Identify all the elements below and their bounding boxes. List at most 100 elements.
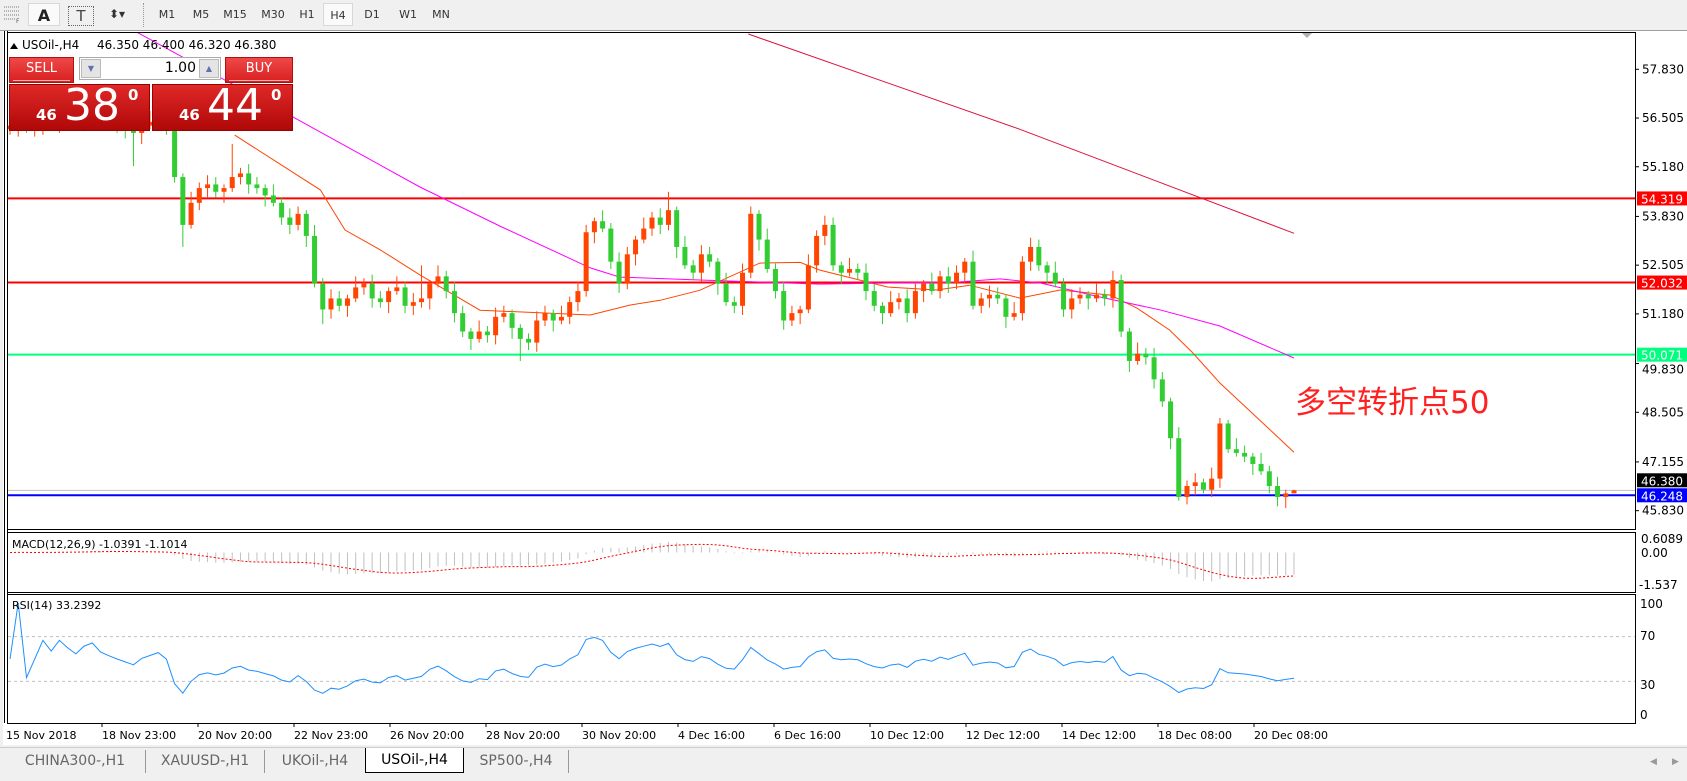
bid-price-tag	[1637, 473, 1687, 488]
candle-body	[270, 195, 276, 203]
candle-body	[1184, 486, 1190, 498]
time-axis-label: 30 Nov 20:00	[582, 729, 656, 742]
candle-body	[1011, 313, 1017, 317]
candle-body	[1019, 261, 1025, 314]
candle-body	[1200, 482, 1206, 490]
candle-body	[1266, 471, 1272, 487]
rsi-axis-70: 70	[1640, 629, 1655, 643]
candle-body	[805, 265, 811, 310]
candle-body	[731, 302, 737, 306]
buy-button[interactable]: BUY	[225, 57, 293, 83]
tab-ukoil[interactable]: UKOil-,H4	[265, 750, 366, 773]
hline-price-tag	[1637, 488, 1687, 503]
candle-body	[879, 305, 885, 314]
candle-body	[624, 254, 630, 284]
buy-price[interactable]: 46 44 0	[152, 84, 293, 131]
timeframe-mn[interactable]: MN	[432, 8, 450, 21]
candle-body	[1093, 294, 1099, 299]
grid-icon[interactable]: F	[2, 3, 22, 26]
candle-body	[353, 287, 359, 299]
macd-signal-line	[9, 543, 1295, 579]
candle-body	[649, 217, 655, 229]
candle-body	[229, 177, 235, 189]
candle-body	[484, 331, 490, 336]
sell-price[interactable]: 46 38 0	[9, 84, 150, 131]
candle-body	[130, 129, 136, 133]
timeframe-m5[interactable]: M5	[192, 8, 210, 21]
arrows-icon[interactable]: ⬍▾	[108, 7, 126, 21]
candle-body	[509, 313, 515, 328]
axes: 57.830 56.505 55.180 53.830 52.505 51.180 49.8…	[6, 62, 1687, 742]
tab-china300[interactable]: CHINA300-,H1	[5, 750, 146, 773]
sell-button[interactable]: SELL	[9, 57, 74, 83]
candle-body	[740, 272, 746, 306]
candle-body	[1036, 246, 1042, 266]
buy-price-main: 44	[207, 84, 263, 131]
candle-body	[921, 283, 927, 292]
candle-body	[954, 272, 960, 284]
one-click-trading-panel: SELL ▼ 1.00 ▲ BUY 46 38 0 46 44 0	[9, 57, 293, 131]
time-axis-label: 15 Nov 2018	[6, 729, 76, 742]
candle-body	[888, 302, 894, 314]
toolbar-separator	[143, 3, 146, 27]
candle-body	[1102, 294, 1108, 299]
candle-body	[526, 338, 532, 343]
candle-body	[1275, 486, 1281, 498]
chart-shift-marker-icon[interactable]	[1302, 33, 1312, 38]
price-axis-label: 57.830	[1642, 62, 1684, 76]
timeframe-m30[interactable]: M30	[261, 8, 285, 21]
tabs-scroll-right-icon[interactable]: ▶	[1672, 757, 1679, 767]
price-axis-label: 55.180	[1642, 160, 1684, 174]
candle-body	[748, 213, 754, 273]
candle-body	[295, 213, 301, 225]
timeframe-h4[interactable]: H4	[323, 3, 353, 26]
candle-body	[1135, 353, 1141, 361]
text-label-icon[interactable]: T	[68, 6, 94, 26]
candle-body	[1225, 423, 1231, 450]
candle-body	[369, 283, 375, 299]
time-axis-label: 20 Nov 20:00	[198, 729, 272, 742]
tabs-scroll-left-icon[interactable]: ◀	[1650, 757, 1657, 767]
candle-body	[451, 291, 457, 314]
tab-sp500[interactable]: SP500-,H4	[464, 750, 569, 773]
time-axis-label: 18 Nov 23:00	[102, 729, 176, 742]
timeframe-w1[interactable]: W1	[399, 8, 417, 21]
candle-body	[962, 261, 968, 273]
moving-average-2	[137, 33, 1295, 359]
candle-body	[698, 254, 704, 273]
text-a-icon[interactable]: A	[28, 3, 60, 26]
candle-body	[213, 184, 219, 192]
candle-body	[320, 283, 326, 310]
lot-size-input[interactable]: ▼ 1.00 ▲	[79, 57, 221, 80]
collapse-triangle-icon[interactable]	[10, 43, 18, 49]
candle-body	[682, 246, 688, 266]
tab-xauusd[interactable]: XAUUSD-,H1	[146, 750, 265, 773]
tab-usoil[interactable]: USOil-,H4	[365, 748, 464, 773]
timeframe-d1[interactable]: D1	[364, 8, 380, 21]
candle-body	[344, 298, 350, 306]
candle-body	[674, 210, 680, 247]
lot-value[interactable]: 1.00	[164, 60, 196, 76]
rsi-label: RSI(14) 33.2392	[12, 599, 101, 612]
candle-body	[279, 202, 285, 218]
candle-body	[328, 298, 334, 310]
candle-body	[756, 213, 762, 240]
candle-body	[468, 331, 474, 339]
candle-body	[912, 291, 918, 314]
candle-body	[1126, 331, 1132, 361]
candle-body	[1069, 298, 1075, 310]
candle-body	[542, 313, 548, 321]
candle-body	[707, 254, 713, 262]
time-axis-label: 20 Dec 08:00	[1254, 729, 1328, 742]
timeframe-m15[interactable]: M15	[223, 8, 247, 21]
rsi-line	[9, 602, 1295, 695]
timeframe-h1[interactable]: H1	[299, 8, 315, 21]
timeframe-m1[interactable]: M1	[158, 8, 176, 21]
candle-body	[410, 302, 416, 306]
sell-price-sup: 0	[128, 86, 139, 104]
lot-decrease-icon[interactable]: ▼	[81, 59, 101, 78]
time-axis-label: 4 Dec 16:00	[678, 729, 745, 742]
lot-increase-icon[interactable]: ▲	[199, 59, 219, 78]
candle-body	[205, 184, 211, 189]
